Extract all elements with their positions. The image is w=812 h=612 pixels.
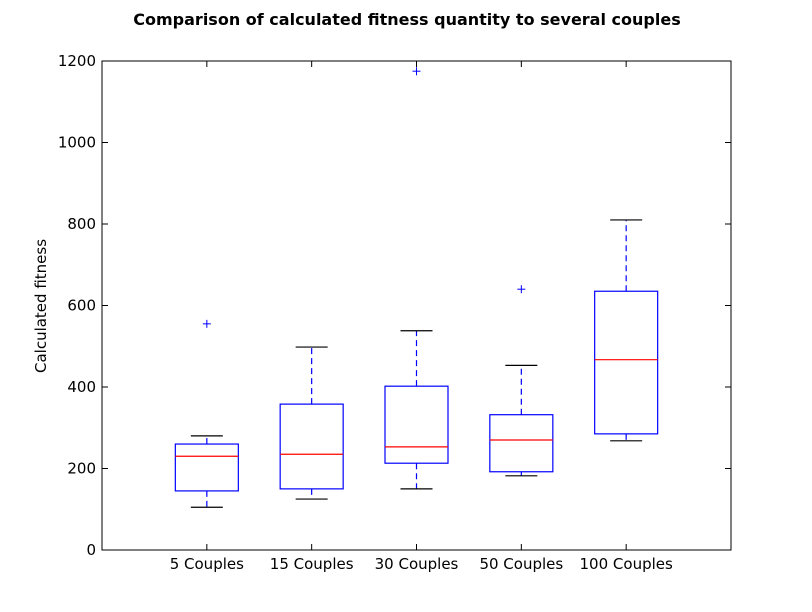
x-tick-label: 15 Couples bbox=[270, 555, 354, 573]
y-tick-label: 1200 bbox=[58, 52, 96, 70]
box-group bbox=[279, 346, 344, 500]
iqr-box bbox=[489, 414, 554, 473]
y-tick-label: 400 bbox=[67, 378, 96, 396]
x-tick-label: 5 Couples bbox=[170, 555, 244, 573]
outlier-marker bbox=[412, 67, 421, 76]
x-tick-label: 30 Couples bbox=[375, 555, 459, 573]
y-tick-label: 1000 bbox=[58, 134, 96, 152]
plot-area: 0 200 400 600 800 1000 1200 5 Couples 15 Couples… bbox=[58, 52, 732, 573]
outlier-marker bbox=[517, 285, 526, 294]
iqr-box bbox=[174, 443, 239, 492]
x-tick-label: 50 Couples bbox=[479, 555, 563, 573]
y-tick-label: 0 bbox=[86, 541, 96, 559]
y-tick-label: 600 bbox=[67, 297, 96, 315]
outlier-marker bbox=[202, 319, 211, 328]
box-group bbox=[489, 285, 554, 477]
box-group bbox=[384, 67, 449, 490]
box-group bbox=[174, 319, 239, 508]
iqr-box bbox=[594, 290, 659, 435]
y-tick-label: 800 bbox=[67, 215, 96, 233]
box-group bbox=[594, 219, 659, 442]
chart-title: Comparison of calculated fitness quantit… bbox=[133, 10, 680, 29]
iqr-box bbox=[279, 403, 344, 490]
x-tick-label: 100 Couples bbox=[580, 555, 673, 573]
y-axis-label: Calculated fitness bbox=[32, 239, 50, 373]
iqr-box bbox=[384, 385, 449, 464]
y-tick-label: 200 bbox=[67, 460, 96, 478]
